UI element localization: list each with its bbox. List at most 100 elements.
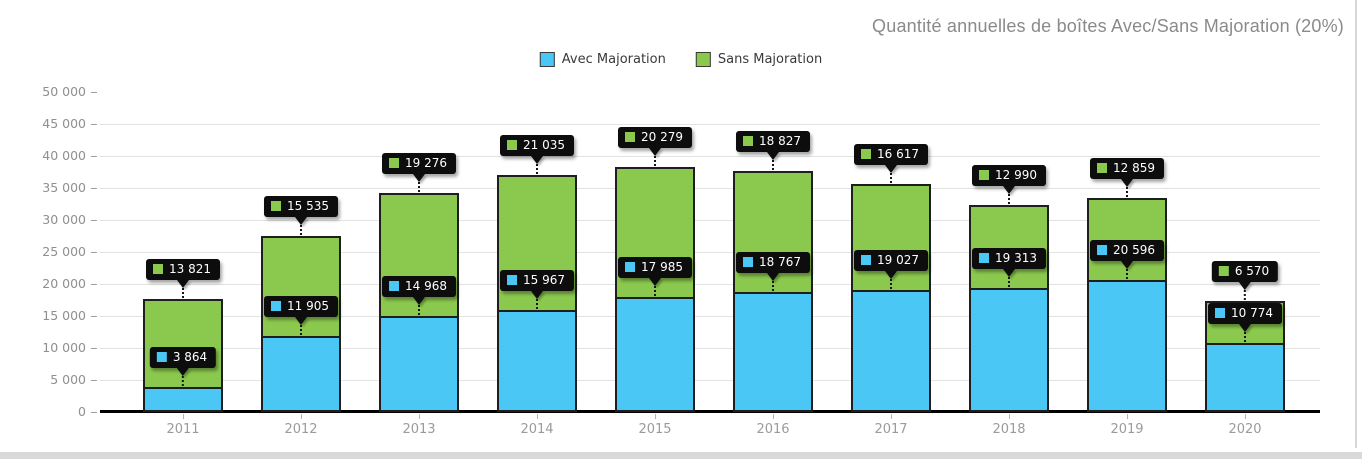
x-axis-label: 2017 xyxy=(874,422,908,437)
y-axis-label: 50 000 xyxy=(42,84,86,99)
bar-2014[interactable] xyxy=(497,175,577,412)
legend-swatch-icon xyxy=(695,52,711,67)
data-label-box: 18 827 xyxy=(736,131,810,153)
data-label-box: 13 821 xyxy=(146,258,220,280)
data-label-swatch-icon xyxy=(1097,162,1107,173)
bar-2016-avec-majoration[interactable] xyxy=(733,291,813,412)
legend-item-avec-majoration[interactable]: Avec Majoration xyxy=(539,52,666,67)
x-axis-tick xyxy=(537,414,538,419)
bar-2016[interactable] xyxy=(733,171,813,412)
bar-2020[interactable] xyxy=(1205,300,1285,412)
data-label-value: 20 279 xyxy=(641,130,683,145)
x-axis-tick xyxy=(891,414,892,419)
bar-2019[interactable] xyxy=(1087,197,1167,412)
legend-label: Avec Majoration xyxy=(561,52,666,67)
bar-2015-avec-majoration[interactable] xyxy=(615,296,695,412)
gridline xyxy=(100,219,1320,221)
data-label-callout: 6 570 xyxy=(1211,260,1279,300)
bar-2020-avec-majoration[interactable] xyxy=(1205,343,1285,412)
y-axis-label: 35 000 xyxy=(42,180,86,195)
y-axis-label: 20 000 xyxy=(42,276,86,291)
x-axis-tick xyxy=(183,414,184,419)
bar-2014-sans-majoration[interactable] xyxy=(497,175,577,310)
data-label-box: 6 570 xyxy=(1211,260,1279,282)
callout-pointer-icon xyxy=(531,156,543,165)
y-axis-label: 25 000 xyxy=(42,244,86,259)
y-axis-tick xyxy=(91,188,97,189)
callout-connector xyxy=(772,160,774,171)
data-label-value: 12 990 xyxy=(995,168,1037,183)
gridline xyxy=(100,283,1320,285)
y-axis-tick xyxy=(91,252,97,253)
bar-2013[interactable] xyxy=(379,192,459,412)
y-axis-tick xyxy=(91,220,97,221)
data-label-swatch-icon xyxy=(389,157,399,168)
data-label-callout: 19 276 xyxy=(382,152,456,192)
data-label-callout: 15 535 xyxy=(264,196,338,236)
x-axis-tick xyxy=(773,414,774,419)
callout-connector xyxy=(1243,289,1246,300)
data-label-box: 15 535 xyxy=(264,196,338,218)
bar-2011[interactable] xyxy=(143,298,223,412)
data-label-value: 19 276 xyxy=(405,155,447,170)
bar-2012[interactable] xyxy=(261,236,341,412)
bar-2018-sans-majoration[interactable] xyxy=(969,205,1049,289)
x-axis-label: 2015 xyxy=(638,422,672,437)
y-axis-label: 30 000 xyxy=(42,212,86,227)
data-label-callout: 20 279 xyxy=(618,127,692,167)
bar-2011-avec-majoration[interactable] xyxy=(143,387,223,412)
legend-label: Sans Majoration xyxy=(717,52,823,67)
y-axis-label: 15 000 xyxy=(42,308,86,323)
data-label-callout: 12 990 xyxy=(972,165,1046,205)
bar-2015[interactable] xyxy=(615,167,695,412)
bar-2018[interactable] xyxy=(969,205,1049,412)
bar-2014-avec-majoration[interactable] xyxy=(497,309,577,412)
bar-2017-sans-majoration[interactable] xyxy=(851,183,931,291)
data-label-box: 12 990 xyxy=(972,165,1046,187)
callout-connector xyxy=(300,225,302,236)
data-label-callout: 13 821 xyxy=(146,258,220,298)
x-axis-tick xyxy=(1245,414,1246,419)
bar-2013-avec-majoration[interactable] xyxy=(379,316,459,412)
data-label-value: 13 821 xyxy=(169,261,211,276)
y-axis-label: 40 000 xyxy=(42,148,86,163)
callout-connector xyxy=(1008,194,1010,205)
bar-2018-avec-majoration[interactable] xyxy=(969,288,1049,412)
bar-2019-sans-majoration[interactable] xyxy=(1087,197,1167,281)
bar-2015-sans-majoration[interactable] xyxy=(615,167,695,297)
x-axis-label: 2020 xyxy=(1228,422,1262,437)
gridline xyxy=(100,251,1320,253)
bar-2019-avec-majoration[interactable] xyxy=(1087,280,1167,412)
y-axis-label: 0 xyxy=(78,404,86,419)
bar-2012-sans-majoration[interactable] xyxy=(261,236,341,336)
bar-2020-sans-majoration[interactable] xyxy=(1205,300,1285,344)
bar-2011-sans-majoration[interactable] xyxy=(143,298,223,388)
data-label-box: 12 859 xyxy=(1090,157,1164,179)
gridline xyxy=(100,347,1320,349)
data-label-callout: 18 827 xyxy=(736,131,810,171)
data-label-box: 16 617 xyxy=(854,143,928,165)
data-label-value: 18 827 xyxy=(759,134,801,149)
y-axis-label: 5 000 xyxy=(50,372,86,387)
bar-2017[interactable] xyxy=(851,183,931,412)
y-axis-tick xyxy=(91,92,97,93)
callout-connector xyxy=(182,287,184,298)
x-axis-tick xyxy=(419,414,420,419)
bar-2017-avec-majoration[interactable] xyxy=(851,290,931,412)
y-axis-tick xyxy=(91,316,97,317)
data-label-swatch-icon xyxy=(743,136,753,147)
data-label-swatch-icon xyxy=(625,132,635,143)
bar-2012-avec-majoration[interactable] xyxy=(261,335,341,412)
x-axis-line xyxy=(100,410,1320,413)
horizontal-scrollbar-track[interactable] xyxy=(0,452,1362,459)
y-axis-label: 45 000 xyxy=(42,116,86,131)
legend-item-sans-majoration[interactable]: Sans Majoration xyxy=(695,52,823,67)
gridline xyxy=(100,379,1320,381)
x-axis-label: 2014 xyxy=(520,422,554,437)
bar-2016-sans-majoration[interactable] xyxy=(733,171,813,292)
x-axis-label: 2019 xyxy=(1110,422,1144,437)
bar-2013-sans-majoration[interactable] xyxy=(379,192,459,317)
data-label-callout: 12 859 xyxy=(1090,157,1164,197)
x-axis-tick xyxy=(1009,414,1010,419)
